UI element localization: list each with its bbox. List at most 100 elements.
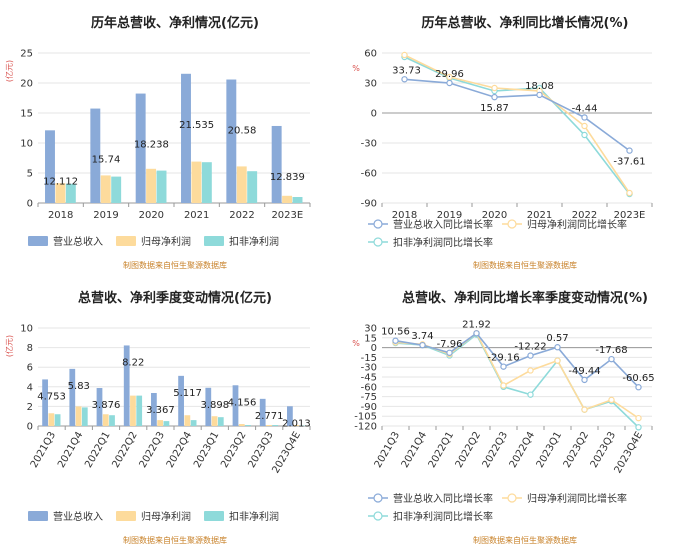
series-point-3 <box>527 391 534 398</box>
y-tick-label: -90 <box>361 402 377 413</box>
data-label: 12.112 <box>43 176 78 187</box>
data-label: -60.65 <box>622 373 654 384</box>
x-tick-label: 2020 <box>139 210 164 221</box>
x-tick-label: 2018 <box>48 210 73 221</box>
legend-label: 归母净利润 <box>141 235 191 248</box>
legend-marker <box>373 511 383 521</box>
bar-1 <box>232 385 239 426</box>
bar-1 <box>287 406 293 426</box>
legend-marker <box>507 493 517 503</box>
legend-revenue: 营业总收入 <box>28 235 103 248</box>
bar-3 <box>163 421 170 426</box>
y-tick-label: -30 <box>361 139 377 150</box>
legend-swatch <box>28 236 48 246</box>
y-axis-unit: (亿元) <box>4 335 14 357</box>
series-point-1 <box>536 91 543 99</box>
bar-2 <box>266 425 272 426</box>
legend-swatch <box>204 511 224 521</box>
bar-3 <box>65 183 76 203</box>
data-label: 5.117 <box>173 388 202 399</box>
bar-1 <box>271 125 282 203</box>
legend-deducted-profit: 扣非净利润 <box>204 510 279 523</box>
y-tick-label: -120 <box>354 422 377 433</box>
series-point-1 <box>392 337 399 344</box>
data-label: 20.58 <box>228 126 257 137</box>
data-label: 10.56 <box>381 327 410 338</box>
legend-marker <box>507 219 517 229</box>
bar-1 <box>226 79 237 203</box>
bar-1 <box>90 108 101 203</box>
series-point-1 <box>626 147 633 154</box>
legend-net-profit: 归母净利润同比增长率 <box>502 492 627 505</box>
chart-title: 总营收、净利同比增长率季度变动情况(%) <box>402 290 648 306</box>
bar-2 <box>102 414 109 426</box>
bar-1 <box>178 375 184 426</box>
bar-2 <box>191 161 202 203</box>
bar-2 <box>157 420 164 426</box>
y-axis-unit: (亿元) <box>4 60 14 82</box>
chart-panel-2: 历年总营收、净利同比增长情况(%)% 60 30 0 -30 -60 -90 2018 2019… <box>352 15 653 270</box>
data-label: 3.876 <box>92 400 121 411</box>
data-label: -17.68 <box>595 345 627 356</box>
series-point-1 <box>527 352 534 359</box>
legend-revenue: 营业总收入同比增长率 <box>368 492 493 505</box>
y-tick-label: 2 <box>27 402 33 413</box>
chart-panel-1: 历年总营收、净利情况(亿元) (亿元) 0 5 10 15 20 25 2018 2019 2020… <box>4 15 311 270</box>
x-tick-label: 2022Q4 <box>508 430 537 470</box>
bar-1 <box>45 130 55 203</box>
y-tick-label: 6 <box>27 363 33 374</box>
series-point-2 <box>491 84 498 92</box>
y-tick-label: -60 <box>361 169 377 180</box>
bar-1 <box>42 379 48 426</box>
chart-title: 历年总营收、净利情况(亿元) <box>91 15 259 31</box>
series-point-2 <box>581 406 588 413</box>
series-point-2 <box>626 189 633 197</box>
y-tick-label: 60 <box>364 49 377 60</box>
x-tick-label: 2022Q4 <box>165 430 194 470</box>
data-label: 21.92 <box>462 319 491 330</box>
bar-2 <box>211 416 218 426</box>
legend-deducted-profit: 扣非净利润 <box>204 235 279 248</box>
legend-label: 营业总收入同比增长率 <box>393 218 493 231</box>
series-point-1 <box>500 363 507 370</box>
bar-1 <box>205 387 212 426</box>
chart-panel-3: 总营收、净利季度变动情况(亿元)(亿元)02468102021Q32021Q42… <box>4 290 311 545</box>
data-label: 12.839 <box>270 172 305 183</box>
data-label: 33.73 <box>392 65 421 76</box>
bar-1 <box>181 73 191 203</box>
y-tick-label: -60 <box>361 382 377 393</box>
legend-label: 扣非净利润 <box>229 235 279 248</box>
series-point-1 <box>635 384 642 391</box>
legend-label: 归母净利润同比增长率 <box>527 492 627 505</box>
legend-label: 营业总收入 <box>53 235 103 248</box>
series-point-1 <box>554 344 561 351</box>
bar-1 <box>96 388 103 426</box>
series-point-1 <box>419 341 426 349</box>
bar-1 <box>123 345 130 426</box>
bar-3 <box>190 420 197 426</box>
data-label: 18.238 <box>134 140 169 151</box>
x-tick-label: 2023Q1 <box>535 430 564 470</box>
data-label: 29.96 <box>435 69 464 80</box>
series-point-1 <box>401 76 408 83</box>
chart-panel-4: 总营收、净利同比增长率季度变动情况(%)%30150-15-30-45-60-7… <box>352 290 654 545</box>
x-tick-label: 2023Q1 <box>192 430 221 470</box>
data-label: 3.74 <box>411 331 433 342</box>
series-point-1 <box>608 355 615 363</box>
bar-1 <box>151 393 157 426</box>
legend-net-profit: 归母净利润 <box>116 510 191 523</box>
x-tick-label: 2021Q4 <box>400 430 429 470</box>
bar-2 <box>282 195 293 203</box>
y-tick-label: -45 <box>361 373 377 384</box>
bar-3 <box>136 395 143 426</box>
data-label: -49.44 <box>568 366 600 377</box>
x-tick-label: 2021 <box>184 210 209 221</box>
x-tick-label: 2019 <box>437 210 462 221</box>
bar-2 <box>236 166 247 203</box>
x-tick-label: 2022Q1 <box>83 430 112 470</box>
series-point-2 <box>554 357 561 364</box>
x-tick-label: 2021Q4 <box>56 430 85 470</box>
y-tick-label: 10 <box>20 324 33 335</box>
series-point-1 <box>446 349 453 357</box>
data-label: 3.898 <box>200 400 229 411</box>
